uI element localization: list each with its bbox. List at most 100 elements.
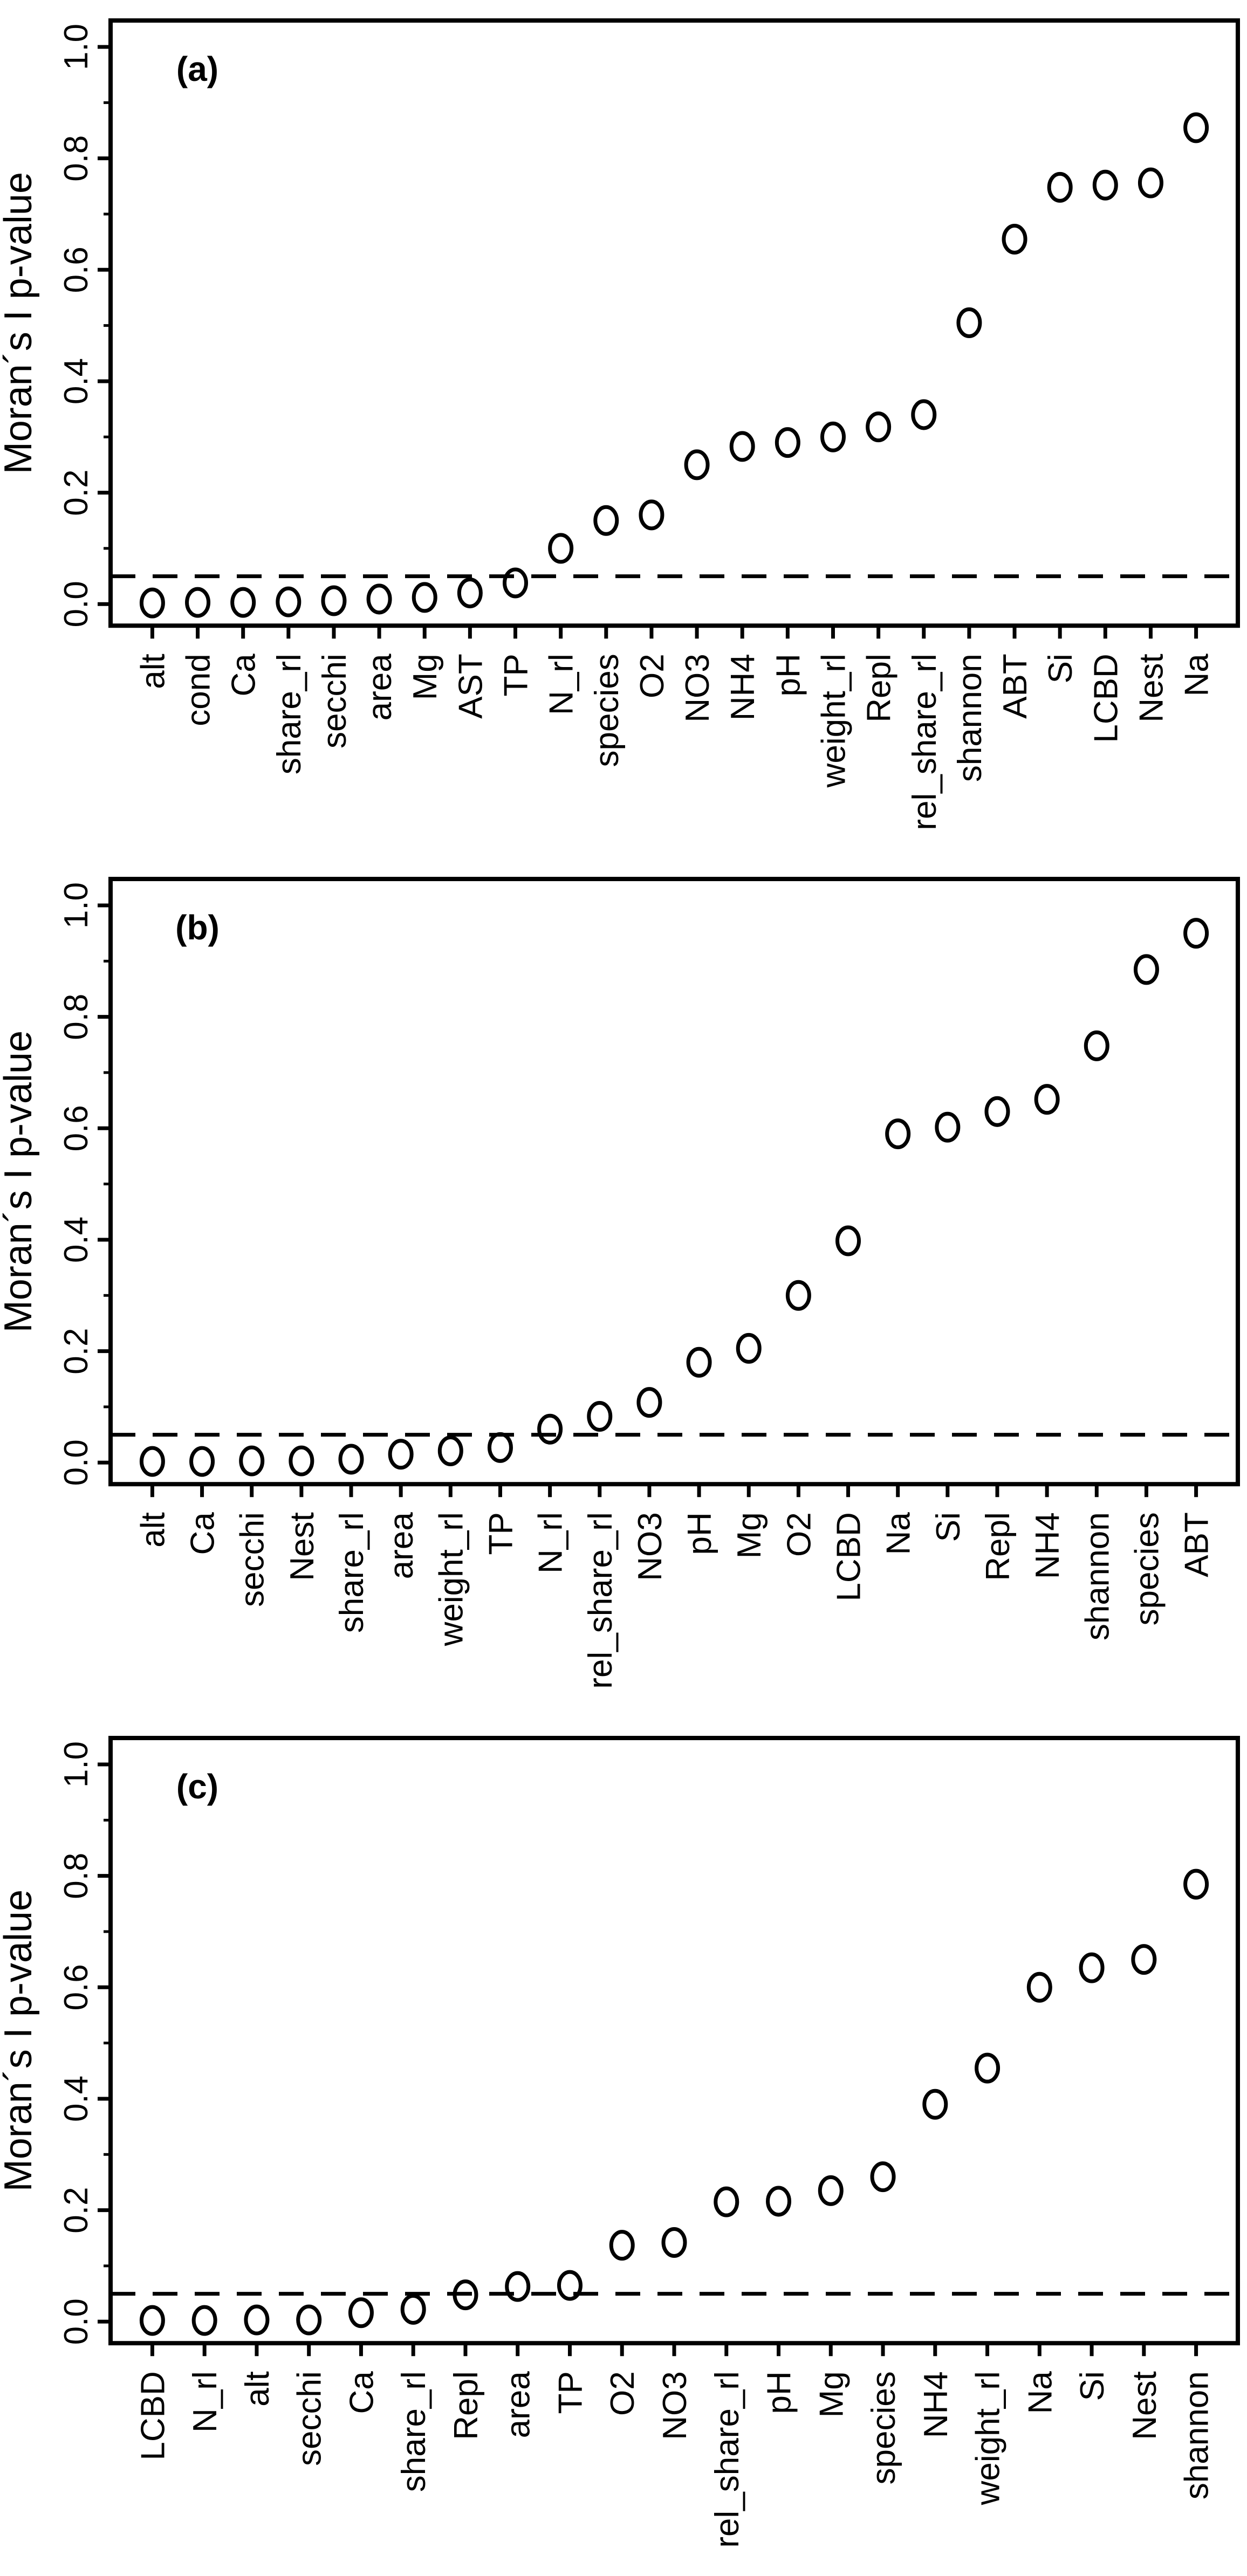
x-axis-tick-label: ABT [1179, 1513, 1216, 1578]
x-axis-tick-label: Na [1179, 654, 1216, 697]
data-point-LCBD [835, 1225, 861, 1256]
data-point-O2 [639, 499, 664, 531]
panel-b-chart: 0.0 0.2 0.4 0.6 0.8 1.0 Moran´s I p-value alt Ca… [0, 877, 1240, 1689]
x-axis-tick-label: area [361, 654, 399, 721]
x-axis-tick-label: species [1128, 1513, 1166, 1626]
x-axis-tick-label: NH4 [1029, 1513, 1066, 1579]
x-axis-tick-label: shannon [1179, 2371, 1216, 2499]
x-axis-tick-label: O2 [780, 1513, 818, 1557]
y-axis-tick-label: 0.0 [58, 2298, 95, 2345]
x-axis-tick-label: Mg [731, 1513, 768, 1559]
panel-letter-label: (b) [175, 908, 220, 947]
x-axis-tick-label: Ca [343, 2371, 380, 2414]
data-point-secchi [296, 2304, 322, 2335]
x-axis-tick-label: cond [180, 654, 217, 726]
data-point-Na [1026, 1972, 1052, 2003]
x-axis-tick-label: rel_share_rl [582, 1513, 619, 1689]
plot-box [108, 1735, 1240, 2345]
data-point-area [388, 1439, 414, 1470]
x-axis-tick-label: area [383, 1512, 420, 1579]
y-axis-tick-label: 0.4 [58, 358, 95, 404]
y-axis-tick-label: 0.8 [58, 1852, 95, 1899]
panel-c: 0.0 0.2 0.4 0.6 0.8 1.0 Moran´s I p-value LCBD N… [0, 1718, 1247, 2576]
x-axis-tick-label: Repl [448, 2371, 485, 2440]
panel-letter-label: (c) [176, 1767, 218, 1806]
x-axis-tick-label: share_rl [395, 2371, 433, 2492]
y-axis-title: Moran´s I p-value [0, 172, 40, 474]
y-axis-tick-label: 0.6 [58, 246, 95, 293]
y-axis-tick-label: 0.2 [58, 469, 95, 516]
data-point-pH [686, 1347, 712, 1378]
x-axis-tick-label: shannon [1079, 1513, 1116, 1641]
data-point-shannon [1183, 1869, 1209, 1900]
y-axis-tick-label: 0.6 [58, 1964, 95, 2010]
panel-a-chart: 0.0 0.2 0.4 0.6 0.8 1.0 Moran´s I p-value alt co… [0, 18, 1240, 830]
y-axis-tick-label: 0.4 [58, 2075, 95, 2121]
x-axis-tick-label: NH4 [724, 654, 762, 720]
x-axis-tick-label: pH [761, 2371, 798, 2414]
x-axis-tick-label: Si [1042, 654, 1079, 683]
x-axis-tick-label: ABT [997, 654, 1034, 719]
x-axis-tick-label: secchi [234, 1513, 271, 1608]
x-axis-tick-label: share_rl [271, 654, 308, 774]
data-point-N_rl [537, 1414, 563, 1445]
x-axis-tick-label: NO3 [656, 2371, 694, 2440]
data-point-NO3 [661, 2227, 687, 2258]
data-point-NO3 [684, 449, 710, 480]
data-point-Repl [453, 2279, 478, 2310]
x-axis-tick-label: pH [770, 654, 807, 696]
y-axis-tick-label: 0.0 [58, 1439, 95, 1486]
data-point-species [593, 505, 619, 536]
data-point-alt [139, 1446, 165, 1477]
panel-b: 0.0 0.2 0.4 0.6 0.8 1.0 Moran´s I p-value alt Ca… [0, 858, 1247, 1717]
y-axis-tick-label: 1.0 [58, 24, 95, 70]
x-axis-tick-label: species [588, 654, 626, 767]
data-point-Nest [1138, 167, 1163, 198]
x-axis-tick-label: Si [930, 1513, 967, 1542]
x-axis-tick-label: weight_rl [815, 654, 852, 788]
data-point-weight_rl [820, 421, 846, 452]
x-axis-tick-label: Repl [979, 1513, 1017, 1582]
data-point-Si [935, 1112, 961, 1143]
x-axis-tick-label: O2 [634, 654, 671, 698]
data-point-Na [1183, 112, 1209, 143]
data-point-area [366, 583, 392, 615]
data-point-NH4 [922, 2089, 948, 2120]
x-axis-tick-label: N_rl [187, 2371, 224, 2433]
data-point-rel_share_rl [714, 2186, 739, 2217]
data-point-rel_share_rl [911, 399, 937, 430]
data-point-ABT [1183, 918, 1209, 949]
x-axis-tick-label: Si [1074, 2371, 1111, 2401]
x-axis-tick-label: Na [1022, 2371, 1059, 2414]
y-axis-tick-label: 1.0 [58, 882, 95, 929]
x-axis-tick-label: NO3 [679, 654, 716, 722]
x-axis-tick-label: N_rl [532, 1513, 570, 1574]
x-axis-tick-label: NO3 [632, 1513, 669, 1581]
panel-a: 0.0 0.2 0.4 0.6 0.8 1.0 Moran´s I p-value alt co… [0, 0, 1247, 858]
data-point-TP [503, 567, 529, 599]
data-point-LCBD [1092, 169, 1118, 201]
data-point-secchi [321, 585, 347, 616]
data-point-Repl [866, 411, 892, 443]
x-axis-tick-label: NH4 [917, 2371, 955, 2438]
x-axis-tick-label: rel_share_rl [906, 654, 943, 830]
data-point-ABT [1002, 223, 1027, 255]
data-point-NH4 [729, 431, 755, 462]
x-axis-tick-label: O2 [604, 2371, 641, 2416]
x-axis-tick-label: secchi [291, 2371, 328, 2466]
x-axis-tick-label: alt [134, 1513, 172, 1548]
data-point-area [505, 2271, 531, 2302]
data-point-species [870, 2161, 896, 2192]
data-point-Mg [736, 1333, 762, 1364]
x-axis-tick-label: alt [134, 654, 172, 689]
data-point-LCBD [139, 2305, 165, 2336]
x-axis-tick-label: Nest [1126, 2371, 1163, 2440]
plot-box [108, 877, 1240, 1487]
x-axis-tick-label: weight_rl [433, 1513, 470, 1647]
x-axis-tick-label: Ca [225, 654, 263, 697]
data-point-Ca [230, 587, 256, 618]
data-point-TP [487, 1432, 513, 1464]
y-axis-tick-label: 0.0 [58, 581, 95, 627]
plot-box [108, 18, 1240, 628]
